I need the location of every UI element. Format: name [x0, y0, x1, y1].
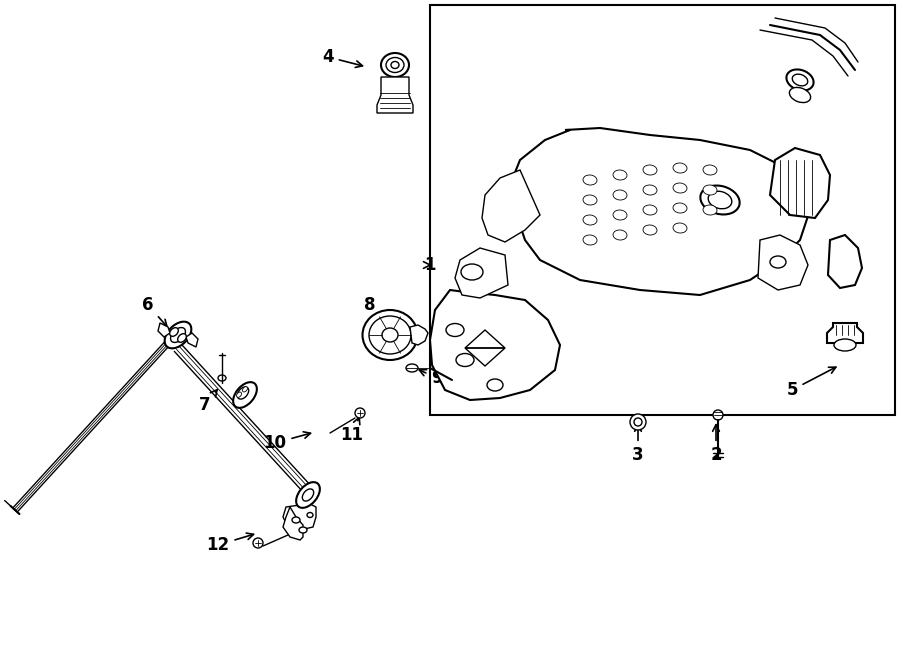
Ellipse shape [446, 323, 464, 336]
Ellipse shape [634, 418, 642, 426]
Ellipse shape [700, 186, 740, 214]
Polygon shape [455, 248, 508, 298]
Ellipse shape [170, 328, 178, 336]
Polygon shape [482, 170, 540, 242]
Bar [430, 5, 895, 415]
Text: 5: 5 [787, 367, 836, 399]
Ellipse shape [242, 387, 248, 392]
Ellipse shape [673, 223, 687, 233]
Text: 2: 2 [710, 424, 722, 464]
Ellipse shape [703, 185, 717, 195]
Ellipse shape [218, 375, 226, 381]
Ellipse shape [386, 58, 404, 73]
Text: 4: 4 [322, 48, 363, 67]
Polygon shape [158, 323, 170, 337]
Ellipse shape [177, 334, 186, 342]
Ellipse shape [237, 392, 241, 397]
Ellipse shape [613, 210, 627, 220]
Ellipse shape [673, 163, 687, 173]
Ellipse shape [381, 53, 409, 77]
Ellipse shape [792, 74, 807, 86]
Polygon shape [186, 333, 198, 347]
Ellipse shape [787, 69, 814, 91]
Text: 9: 9 [419, 369, 443, 387]
Ellipse shape [583, 235, 597, 245]
Ellipse shape [292, 517, 300, 523]
Text: 10: 10 [264, 432, 310, 452]
Ellipse shape [613, 170, 627, 180]
Ellipse shape [238, 387, 248, 399]
Ellipse shape [789, 87, 811, 102]
Polygon shape [828, 235, 862, 288]
Ellipse shape [165, 322, 192, 348]
Polygon shape [758, 235, 808, 290]
Ellipse shape [703, 165, 717, 175]
Text: 1: 1 [424, 256, 436, 274]
Ellipse shape [713, 410, 723, 420]
Ellipse shape [613, 190, 627, 200]
Ellipse shape [673, 203, 687, 213]
Text: 8: 8 [364, 296, 382, 326]
Ellipse shape [834, 339, 856, 351]
Ellipse shape [461, 264, 483, 280]
Ellipse shape [253, 538, 263, 548]
Text: 6: 6 [142, 296, 166, 327]
Ellipse shape [708, 191, 732, 209]
Text: 3: 3 [632, 424, 644, 464]
Ellipse shape [391, 61, 399, 69]
Ellipse shape [583, 195, 597, 205]
Polygon shape [510, 128, 810, 295]
Ellipse shape [583, 175, 597, 185]
Ellipse shape [487, 379, 503, 391]
Ellipse shape [643, 165, 657, 175]
Text: 7: 7 [199, 389, 217, 414]
Ellipse shape [630, 414, 646, 430]
Ellipse shape [170, 328, 185, 342]
Polygon shape [827, 323, 863, 343]
Ellipse shape [643, 225, 657, 235]
Ellipse shape [296, 482, 320, 508]
Ellipse shape [643, 185, 657, 195]
Ellipse shape [770, 256, 786, 268]
Ellipse shape [369, 316, 411, 354]
Ellipse shape [583, 215, 597, 225]
Polygon shape [283, 503, 316, 530]
Ellipse shape [299, 527, 307, 533]
Ellipse shape [355, 408, 365, 418]
Ellipse shape [382, 328, 398, 342]
Ellipse shape [673, 183, 687, 193]
Ellipse shape [703, 205, 717, 215]
Ellipse shape [307, 512, 313, 518]
Text: 12: 12 [206, 533, 254, 554]
Ellipse shape [406, 364, 418, 372]
Polygon shape [430, 290, 560, 400]
Polygon shape [377, 77, 413, 113]
Polygon shape [770, 148, 830, 218]
Ellipse shape [613, 230, 627, 240]
Ellipse shape [233, 382, 256, 408]
Ellipse shape [363, 310, 418, 360]
Polygon shape [283, 507, 303, 540]
Polygon shape [410, 325, 428, 345]
Text: 11: 11 [340, 417, 364, 444]
Ellipse shape [456, 354, 474, 366]
Ellipse shape [643, 205, 657, 215]
Ellipse shape [302, 489, 314, 501]
